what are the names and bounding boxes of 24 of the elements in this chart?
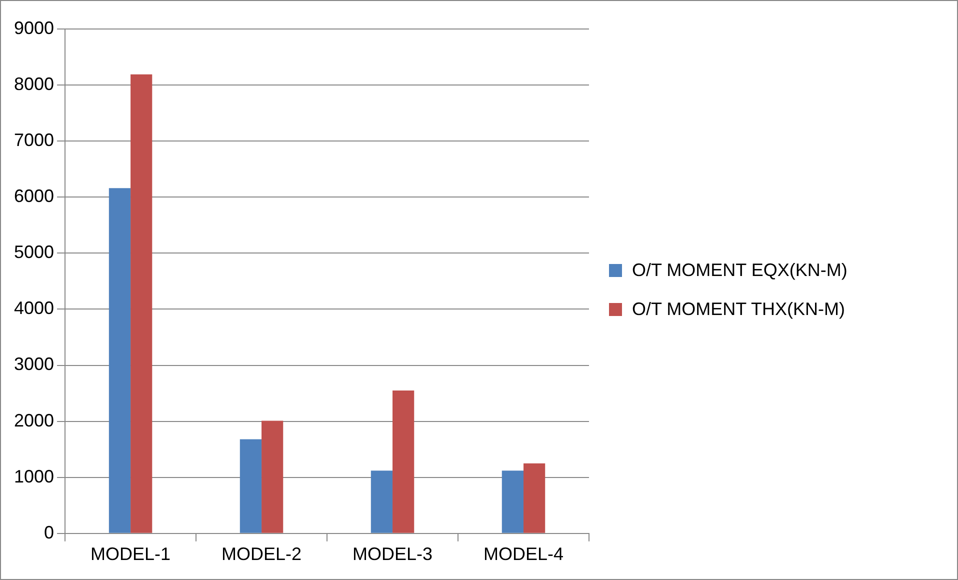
x-tick-label: MODEL-1 (90, 544, 171, 564)
y-tick-label: 8000 (14, 74, 54, 94)
x-tick-label: MODEL-4 (484, 544, 564, 564)
y-tick-label: 1000 (14, 466, 54, 486)
bar (108, 188, 131, 533)
bar (502, 470, 524, 533)
bar (240, 439, 262, 533)
y-tick-label: 9000 (14, 18, 54, 38)
y-tick-label: 2000 (14, 410, 54, 430)
bar (392, 390, 414, 533)
bar (130, 74, 152, 533)
bar (370, 470, 393, 533)
y-tick-label: 0 (44, 522, 54, 542)
x-tick-label: MODEL-3 (352, 544, 433, 564)
x-tick-label: MODEL-2 (222, 544, 302, 564)
legend-label: O/T MOMENT THX(KN-M) (632, 299, 845, 320)
y-tick-label: 3000 (14, 354, 54, 374)
bar (524, 463, 546, 533)
y-tick-label: 6000 (14, 186, 54, 206)
y-tick-label: 7000 (14, 130, 54, 150)
bar (262, 420, 284, 533)
y-tick-label: 5000 (14, 242, 54, 262)
y-tick-label: 4000 (14, 298, 54, 318)
legend-label: O/T MOMENT EQX(KN-M) (632, 260, 848, 281)
